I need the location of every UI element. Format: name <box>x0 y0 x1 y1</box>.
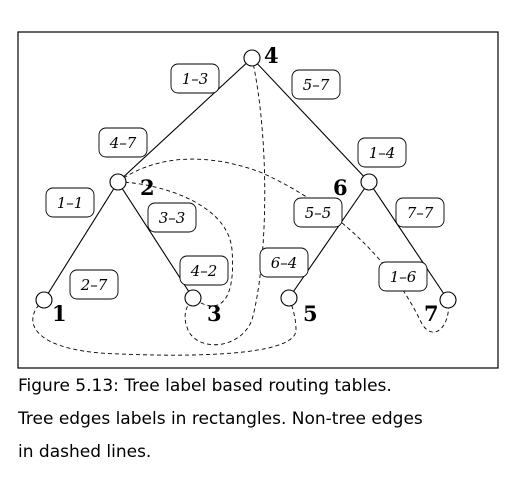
svg-text:3–3: 3–3 <box>159 209 186 227</box>
svg-text:7: 7 <box>424 301 439 326</box>
edge-label-6-5-a: 5–5 <box>293 197 343 228</box>
edge-label-4-2-b: 4–7 <box>98 127 148 158</box>
node-1: 1 <box>35 291 67 326</box>
svg-text:1: 1 <box>52 301 67 326</box>
svg-text:1–1: 1–1 <box>57 194 84 212</box>
tree-edge-4-2 <box>117 57 253 183</box>
svg-text:4: 4 <box>264 43 279 68</box>
edge-label-6-7-a: 7–7 <box>395 197 445 228</box>
node-7: 7 <box>424 291 457 326</box>
tree-edge-2-1 <box>43 181 119 301</box>
svg-text:5–5: 5–5 <box>305 204 332 222</box>
figure-frame <box>17 31 499 369</box>
edge-label-6-7-b: 1–6 <box>378 261 428 292</box>
tree-edge-4-6 <box>251 57 370 183</box>
node-2: 2 <box>109 173 155 200</box>
svg-text:7–7: 7–7 <box>407 204 434 222</box>
nontree-edge-4-3 <box>184 57 266 346</box>
tree-edge-6-7 <box>368 181 449 301</box>
edge-label-6-5-b: 6–4 <box>259 247 309 278</box>
edge-label-2-3-a: 3–3 <box>147 202 197 233</box>
svg-text:6: 6 <box>333 175 348 200</box>
nontree-edge-1-5 <box>32 297 297 356</box>
caption-line-2: Tree edges labels in rectangles. Non-tre… <box>18 409 423 429</box>
figure-caption: Figure 5.13: Tree label based routing ta… <box>18 370 513 469</box>
svg-text:4–2: 4–2 <box>190 262 218 280</box>
svg-text:2: 2 <box>140 175 155 200</box>
svg-text:3: 3 <box>207 301 222 326</box>
tree-edge-6-5 <box>288 181 370 299</box>
svg-text:4–7: 4–7 <box>109 134 137 152</box>
node-5: 5 <box>280 289 318 326</box>
svg-text:5–7: 5–7 <box>303 76 330 94</box>
edge-label-4-6-b: 1–4 <box>357 137 407 168</box>
nontree-edge-2-7 <box>117 158 449 333</box>
caption-line-1: Figure 5.13: Tree label based routing ta… <box>18 376 392 396</box>
svg-text:5: 5 <box>303 301 318 326</box>
edge-label-4-2-a: 1–3 <box>170 63 220 94</box>
node-3: 3 <box>184 289 222 326</box>
svg-text:1–3: 1–3 <box>182 70 209 88</box>
edge-label-4-6-a: 5–7 <box>291 69 341 100</box>
edge-label-2-1-a: 1–1 <box>45 187 95 218</box>
edge-label-2-3-b: 4–2 <box>179 255 229 286</box>
svg-text:1–4: 1–4 <box>369 144 396 162</box>
caption-line-3: in dashed lines. <box>18 442 152 462</box>
svg-text:6–4: 6–4 <box>271 254 298 272</box>
svg-text:2–7: 2–7 <box>80 276 108 294</box>
svg-text:1–6: 1–6 <box>390 268 417 286</box>
node-4: 4 <box>243 43 279 68</box>
node-6: 6 <box>333 173 378 200</box>
edge-label-2-1-b: 2–7 <box>69 269 119 300</box>
nontree-edge-2-3-loop <box>117 181 234 307</box>
